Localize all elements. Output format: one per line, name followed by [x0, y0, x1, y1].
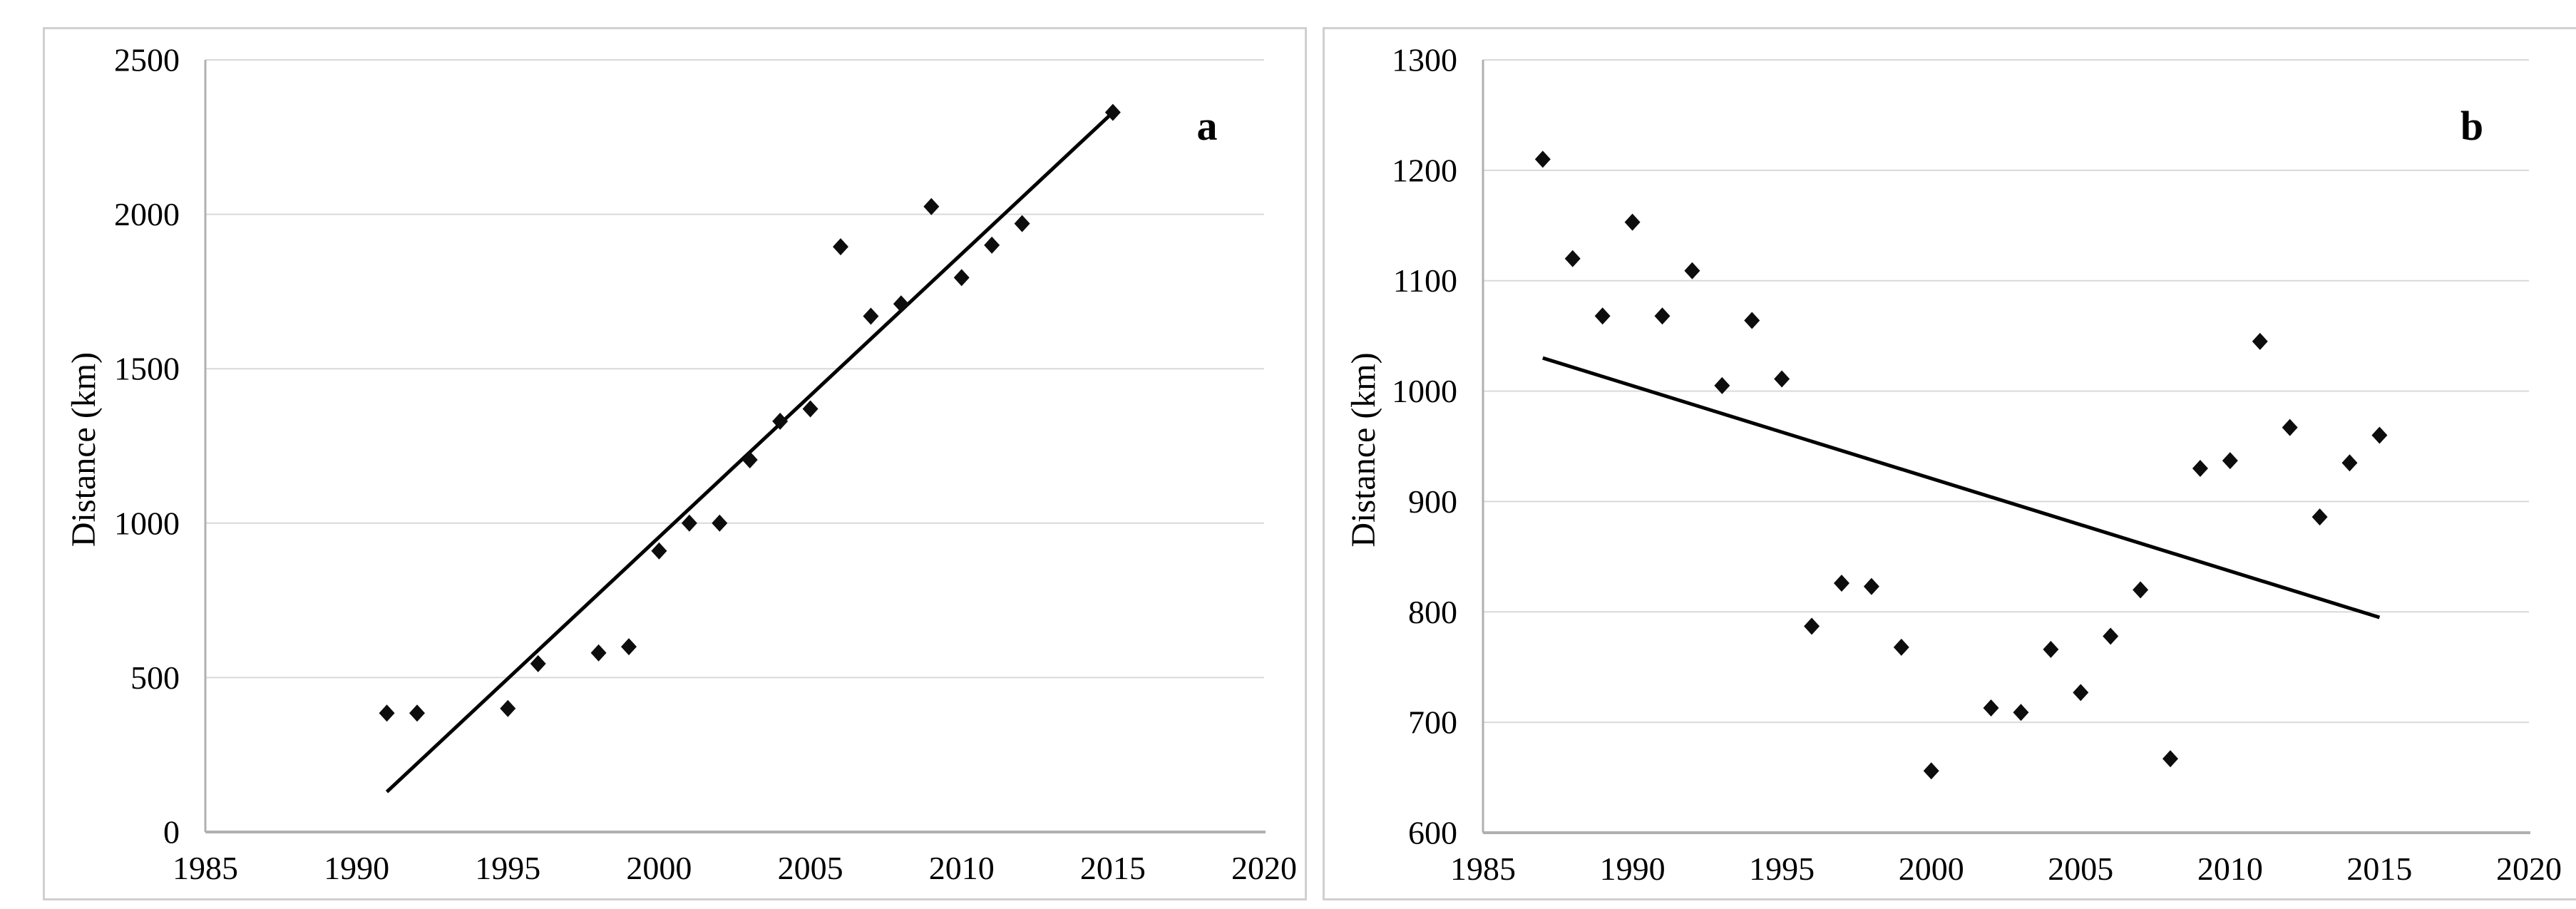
data-point: [530, 654, 546, 672]
x-tick-label: 2010: [929, 850, 995, 886]
data-point: [2371, 426, 2388, 444]
data-point: [1104, 103, 1121, 121]
data-point: [833, 238, 848, 256]
x-tick-label: 2020: [1231, 850, 1297, 886]
y-tick-label: 1200: [1392, 152, 1457, 188]
y-tick-label: 1500: [114, 351, 180, 387]
data-point: [2162, 750, 2179, 768]
x-tick-label: 2000: [626, 850, 692, 886]
y-tick-label: 600: [1408, 815, 1457, 851]
panel-letter: a: [1197, 103, 1218, 149]
chart-b: 600 700 800 900 1000 1100 1200 1300 1985 1990 1995…: [1345, 42, 2562, 888]
data-point: [621, 638, 637, 656]
data-point: [1863, 577, 1879, 595]
data-point: [2043, 640, 2059, 658]
x-tick-label: 1990: [1600, 851, 1666, 887]
y-tick-label: 1100: [1393, 262, 1457, 299]
x-tick-label: 2015: [1080, 850, 1146, 886]
data-point: [1833, 575, 1849, 592]
panel-a: 0 500 1000 1500 2000 2500 1985 1990 1995 2000 2005…: [43, 27, 1307, 900]
data-point: [500, 699, 516, 717]
data-point: [409, 704, 425, 722]
chart-a: 0 500 1000 1500 2000 2500 1985 1990 1995 2000 2005…: [65, 42, 1297, 887]
x-tick-label: 2020: [2496, 851, 2562, 887]
data-point: [2192, 459, 2208, 477]
y-axis-title: Distance (km): [1345, 352, 1382, 547]
data-point: [1774, 370, 1790, 388]
data-point: [1684, 262, 1700, 279]
x-tick-label: 2015: [2346, 851, 2412, 887]
data-point: [2282, 418, 2298, 436]
data-point: [379, 704, 395, 722]
y-axis-title: Distance (km): [65, 352, 103, 547]
data-point: [1624, 213, 1641, 231]
y-tick-label: 900: [1408, 483, 1457, 520]
data-point: [712, 514, 728, 532]
data-point: [590, 644, 607, 662]
data-point: [772, 412, 789, 430]
y-tick-label: 700: [1408, 704, 1457, 741]
data-point: [1714, 376, 1730, 394]
panel-b: 600 700 800 900 1000 1100 1200 1300 1985 1990 1995…: [1323, 27, 2576, 900]
x-tick-label: 1985: [173, 850, 238, 886]
x-tick-label: 2005: [778, 850, 843, 886]
data-point: [1744, 312, 1760, 329]
data-point: [2222, 452, 2238, 470]
x-tick-label: 2000: [1899, 851, 1964, 887]
data-point: [742, 451, 758, 468]
data-point: [984, 236, 1000, 254]
data-point: [2252, 332, 2268, 350]
data-point: [1654, 307, 1671, 325]
data-point: [2013, 704, 2029, 721]
data-point: [1893, 638, 1909, 656]
x-tick-label: 1995: [1749, 851, 1815, 887]
data-point: [2103, 627, 2119, 645]
x-tick-label: 2005: [2048, 851, 2113, 887]
data-point: [1534, 150, 1551, 168]
y-tick-label: 2000: [114, 196, 180, 232]
data-point: [1014, 215, 1030, 232]
trendline: [1542, 356, 2381, 620]
data-point: [651, 542, 667, 560]
data-point: [893, 295, 909, 313]
y-tick-label: 1000: [114, 505, 180, 541]
y-tick-label: 1000: [1392, 373, 1457, 409]
y-tick-label: 0: [163, 814, 180, 851]
y-tick-label: 500: [130, 659, 180, 696]
data-point: [2311, 508, 2328, 526]
data-point: [2073, 684, 2089, 702]
data-point: [1804, 617, 1820, 635]
y-tick-label: 800: [1408, 594, 1457, 630]
data-point: [1564, 250, 1581, 267]
data-point: [953, 269, 970, 287]
panel-letter: b: [2460, 103, 2483, 149]
x-tick-label: 2010: [2197, 851, 2263, 887]
data-point: [802, 400, 819, 418]
data-point: [681, 514, 697, 532]
x-tick-label: 1995: [475, 850, 540, 886]
x-tick-label: 1985: [1450, 851, 1516, 887]
data-point: [863, 307, 879, 325]
data-point: [1923, 762, 1939, 780]
y-tick-label: 1300: [1392, 42, 1457, 78]
data-point: [2341, 454, 2358, 472]
data-point: [1983, 699, 1999, 717]
x-tick-label: 1990: [324, 850, 389, 886]
data-point: [1594, 307, 1611, 325]
data-point: [923, 197, 940, 215]
y-tick-label: 2500: [114, 42, 180, 78]
data-point: [2133, 581, 2149, 599]
